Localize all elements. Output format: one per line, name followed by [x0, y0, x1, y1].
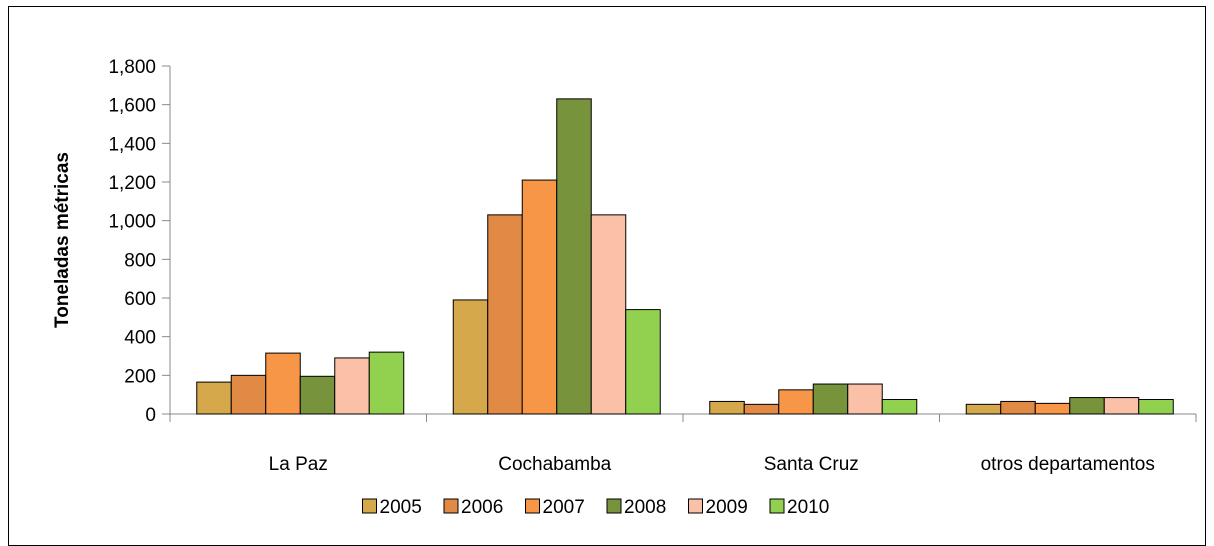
bar-2009-la-paz	[334, 357, 370, 415]
bar-2005-la-paz	[196, 381, 232, 415]
bar-2010-cochabamba	[625, 309, 661, 415]
bar-2005-santa-cruz	[709, 400, 745, 415]
legend-label-2008: 2008	[624, 497, 666, 518]
bar-2007-santa-cruz	[778, 389, 814, 415]
y-tick-label: 600	[124, 289, 156, 310]
bar-2005-otros-departamentos	[965, 403, 1002, 415]
y-tick-label: 1,800	[108, 57, 156, 78]
bar-2009-cochabamba	[590, 214, 627, 415]
y-tick-label: 1,400	[108, 134, 156, 155]
bar-2005-cochabamba	[452, 299, 489, 415]
y-tick-label: 800	[124, 250, 156, 271]
legend-label-2010: 2010	[787, 497, 829, 518]
legend-label-2006: 2006	[461, 497, 503, 518]
bar-2008-otros-departamentos	[1069, 397, 1105, 415]
bar-2006-santa-cruz	[743, 403, 780, 415]
bar-2009-otros-departamentos	[1103, 397, 1140, 415]
bar-2007-otros-departamentos	[1034, 402, 1071, 415]
bar-2008-la-paz	[299, 375, 336, 415]
legend: 2005 2006 2007 2008 2009 2010	[362, 497, 829, 518]
x-category-label: Cochabamba	[498, 454, 611, 475]
legend-label-2007: 2007	[543, 497, 585, 518]
y-axis-title: Toneladas métricas	[52, 152, 73, 328]
bar-2008-cochabamba	[556, 98, 592, 415]
bars	[196, 98, 1174, 415]
legend-swatch-2009	[688, 498, 703, 514]
x-category-label: Santa Cruz	[764, 454, 859, 475]
legend-label-2009: 2009	[706, 497, 748, 518]
y-tick-label: 1,600	[108, 96, 156, 117]
legend-swatch-2005	[362, 498, 377, 514]
legend-swatch-2010	[769, 498, 785, 514]
legend-label-2005: 2005	[380, 497, 422, 518]
bar-2010-la-paz	[368, 351, 405, 415]
legend-swatch-2006	[443, 498, 459, 514]
axes	[162, 65, 1197, 422]
bar-2006-cochabamba	[487, 214, 523, 415]
legend-swatch-2007	[525, 498, 540, 514]
y-tick-label: 400	[124, 328, 156, 349]
y-tick-label: 1,000	[108, 212, 156, 233]
bar-2009-santa-cruz	[847, 383, 883, 415]
bar-2007-la-paz	[265, 352, 301, 415]
y-tick-label: 200	[124, 366, 156, 387]
y-tick-label: 0	[145, 405, 156, 426]
bar-2008-santa-cruz	[812, 383, 849, 415]
x-category-label: La Paz	[269, 454, 328, 475]
y-tick-label: 1,200	[108, 173, 156, 194]
bar-2010-otros-departamentos	[1138, 399, 1174, 415]
bar-2010-santa-cruz	[881, 399, 918, 415]
bar-2007-cochabamba	[521, 179, 558, 415]
labels: 0 200 400 600 800 1,000 1,200 1,400 1,600 1,800 La…	[108, 57, 1154, 475]
bar-2006-la-paz	[230, 374, 267, 415]
x-category-label: otros departamentos	[981, 454, 1155, 475]
bar-2006-otros-departamentos	[1000, 400, 1036, 415]
legend-swatch-2008	[606, 498, 622, 514]
